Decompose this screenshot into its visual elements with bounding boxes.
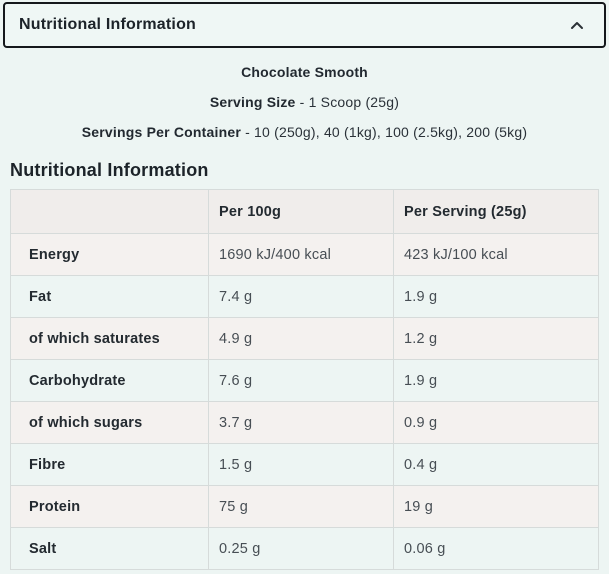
per-100g-value: 3.7 g <box>208 401 394 444</box>
per-100g-value: 4.9 g <box>208 317 394 360</box>
per-serving-value: 0.9 g <box>393 401 599 444</box>
serving-size-value: - 1 Scoop (25g) <box>299 94 400 110</box>
nutrition-table: Per 100g Per Serving (25g) Energy 1690 kJ… <box>10 189 599 570</box>
table-row: of which sugars 3.7 g 0.9 g <box>10 401 599 444</box>
section-title: Nutritional Information <box>10 160 209 180</box>
per-serving-value: 19 g <box>393 485 599 528</box>
servings-per-container-label: Servings Per Container <box>81 124 241 140</box>
table-row: Fibre 1.5 g 0.4 g <box>10 443 599 486</box>
serving-size-line: Serving Size - 1 Scoop (25g) <box>0 87 609 117</box>
row-label: of which sugars <box>10 401 209 444</box>
per-serving-value: 1.9 g <box>393 359 599 402</box>
column-header-per-serving: Per Serving (25g) <box>393 189 599 234</box>
table-header-row: Per 100g Per Serving (25g) <box>10 189 599 234</box>
per-100g-value: 0.25 g <box>208 527 394 570</box>
row-label: Energy <box>10 233 209 276</box>
column-header-per-100g: Per 100g <box>208 189 394 234</box>
table-row: Salt 0.25 g 0.06 g <box>10 527 599 570</box>
table-header: Per 100g Per Serving (25g) <box>10 189 599 234</box>
per-serving-value: 0.4 g <box>393 443 599 486</box>
per-serving-value: 1.2 g <box>393 317 599 360</box>
row-label: Protein <box>10 485 209 528</box>
chevron-up-icon[interactable] <box>570 21 584 30</box>
nutrition-accordion-header[interactable]: Nutritional Information <box>3 2 606 48</box>
row-label: Fat <box>10 275 209 318</box>
per-serving-value: 423 kJ/100 kcal <box>393 233 599 276</box>
table-row: Carbohydrate 7.6 g 1.9 g <box>10 359 599 402</box>
table-row: Fat 7.4 g 1.9 g <box>10 275 599 318</box>
column-header-nutrient <box>10 189 209 234</box>
table-row: of which saturates 4.9 g 1.2 g <box>10 317 599 360</box>
row-label: Carbohydrate <box>10 359 209 402</box>
serving-size-label: Serving Size <box>209 94 296 110</box>
per-100g-value: 75 g <box>208 485 394 528</box>
row-label: Salt <box>10 527 209 570</box>
per-serving-value: 1.9 g <box>393 275 599 318</box>
per-100g-value: 1.5 g <box>208 443 394 486</box>
per-100g-value: 1690 kJ/400 kcal <box>208 233 394 276</box>
per-100g-value: 7.4 g <box>208 275 394 318</box>
table-row: Energy 1690 kJ/400 kcal 423 kJ/100 kcal <box>10 233 599 276</box>
row-label: Fibre <box>10 443 209 486</box>
servings-per-container-value: - 10 (250g), 40 (1kg), 100 (2.5kg), 200 … <box>245 124 528 140</box>
accordion-content: Chocolate Smooth Serving Size - 1 Scoop … <box>0 48 609 570</box>
servings-per-container-line: Servings Per Container - 10 (250g), 40 (… <box>0 117 609 147</box>
row-label: of which saturates <box>10 317 209 360</box>
table-body: Energy 1690 kJ/400 kcal 423 kJ/100 kcal Fat… <box>10 233 599 570</box>
per-serving-value: 0.06 g <box>393 527 599 570</box>
accordion-title: Nutritional Information <box>19 16 197 33</box>
per-100g-value: 7.6 g <box>208 359 394 402</box>
flavour-name: Chocolate Smooth <box>241 64 368 80</box>
table-row: Protein 75 g 19 g <box>10 485 599 528</box>
